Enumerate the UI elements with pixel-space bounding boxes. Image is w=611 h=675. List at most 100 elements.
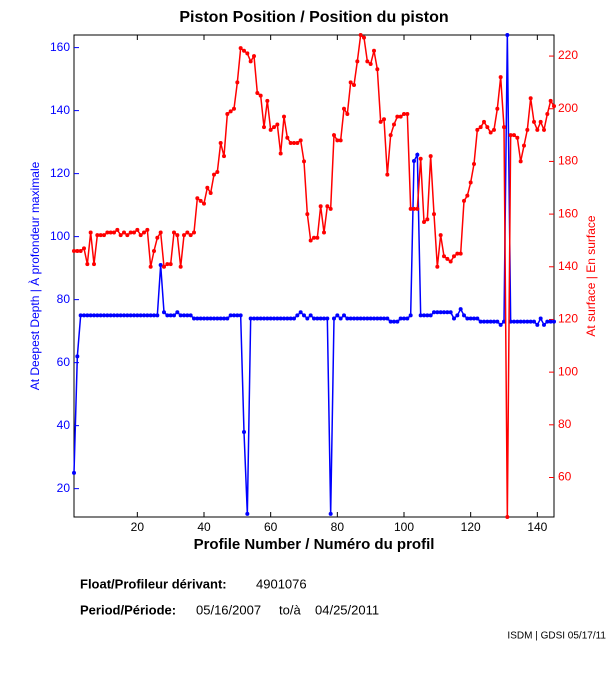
series-point [162,264,166,269]
series-point [198,316,203,321]
series-point [365,59,370,64]
series-point [438,233,443,238]
series-point [202,201,206,206]
series-point [232,313,236,318]
series-point [72,248,76,253]
period-start: 05/16/2007 [196,602,261,617]
series-point [318,204,323,209]
series-point [408,206,413,211]
series-point [548,98,553,103]
series-point [545,112,550,117]
series-point [218,140,223,145]
series-point [332,316,336,321]
series-point [518,159,523,164]
series-point [208,191,213,196]
series-point [465,193,470,198]
series-point [168,262,173,267]
series-point [225,112,230,117]
series-point [468,180,473,185]
series-point [225,316,230,321]
series-point [435,310,440,315]
series-point [402,316,406,321]
series-point [252,316,256,321]
y2-tick-label: 80 [558,417,572,431]
series-point [505,515,510,519]
series-point [392,122,396,127]
series-point [345,112,350,117]
series-point [118,313,123,318]
series-point [442,310,446,315]
series-point [452,254,456,259]
series-point [252,54,256,59]
series-point [98,233,103,238]
series-point [392,319,396,324]
series-point [365,316,370,321]
series-point [482,319,486,324]
series-point [525,319,530,324]
y2-tick-label: 120 [558,312,578,326]
series-point [132,313,136,318]
series-point [282,316,286,321]
y-tick-label: 20 [57,481,71,495]
series-point [328,206,333,211]
series-point [375,316,380,321]
series-point [88,230,93,235]
series-point [312,316,316,321]
series-point [452,316,456,321]
series-point [148,264,153,269]
series-point [482,119,486,124]
series-point [135,313,140,318]
series-point [238,313,243,318]
series-point [525,127,530,132]
x-tick-label: 100 [394,520,414,534]
series-point [445,256,450,261]
x-tick-label: 60 [264,520,278,534]
series-point [122,313,126,318]
series-point [278,316,283,321]
series-point [112,313,116,318]
series-point [242,48,246,53]
series-point [518,319,523,324]
series-point [388,133,393,138]
series-point [95,313,100,318]
series-point [108,313,113,318]
series-point [368,316,373,321]
series-point [238,46,243,51]
series-point [132,230,136,235]
series-point [178,264,183,269]
series-point [138,233,143,238]
series-point [222,154,226,159]
series-point [105,313,110,318]
series-point [355,59,360,64]
series-point [235,313,240,318]
y-tick-label: 80 [57,292,71,306]
series-point [358,33,363,37]
series-point [542,322,546,327]
series-point [205,316,210,321]
series-point [135,227,140,232]
series-point [425,217,430,222]
series-point [395,114,400,119]
series-point [235,80,240,85]
series-point [545,319,550,324]
series-point [502,125,506,130]
y2-tick-label: 100 [558,364,578,378]
series-point [375,67,380,72]
series-point [305,212,310,217]
series-point [212,316,216,321]
series-point [455,251,460,256]
series-point [355,316,360,321]
series-point [158,230,163,235]
y2-tick-label: 180 [558,154,578,168]
series-line [74,33,555,518]
series-point [138,313,143,318]
series-point [262,125,266,130]
series-point [122,230,126,235]
series-point [158,262,163,267]
series-point [492,127,496,132]
series-point [302,313,306,318]
series-point [302,159,306,164]
series-point [102,313,106,318]
y2-tick-label: 60 [558,470,572,484]
series-point [98,313,103,318]
